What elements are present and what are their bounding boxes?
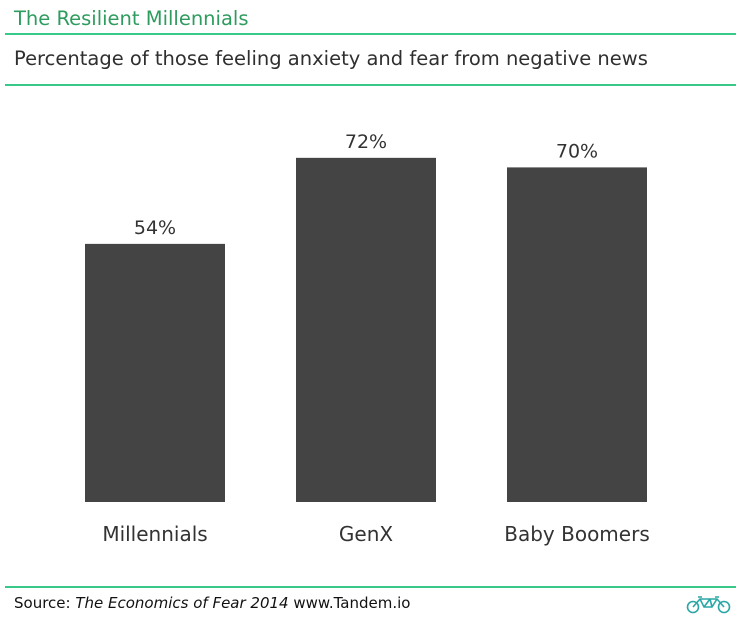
subtitle-rule <box>5 84 736 86</box>
source-work-title: The Economics of Fear 2014 <box>75 594 289 612</box>
bar-chart: 54% Millennials 72% GenX 70% Baby Boomers <box>85 131 650 546</box>
chart-subtitle: Percentage of those feeling anxiety and … <box>14 47 648 70</box>
chart-title: The Resilient Millennials <box>14 7 249 30</box>
category-label-millennials: Millennials <box>102 522 207 546</box>
footer-rule <box>5 586 736 588</box>
title-rule <box>5 33 736 35</box>
value-label-baby-boomers: 70% <box>556 140 598 162</box>
bar-millennials <box>85 243 225 502</box>
category-label-genx: GenX <box>339 522 393 546</box>
bar-genx <box>296 157 436 502</box>
source-line: Source: The Economics of Fear 2014 www.T… <box>14 594 410 612</box>
category-label-baby-boomers: Baby Boomers <box>504 522 650 546</box>
source-url: www.Tandem.io <box>293 594 411 612</box>
value-label-genx: 72% <box>345 131 387 153</box>
source-prefix: Source: <box>14 594 71 612</box>
bar-baby-boomers <box>507 167 647 502</box>
value-label-millennials: 54% <box>134 217 176 239</box>
tandem-bicycle-icon <box>686 596 731 614</box>
